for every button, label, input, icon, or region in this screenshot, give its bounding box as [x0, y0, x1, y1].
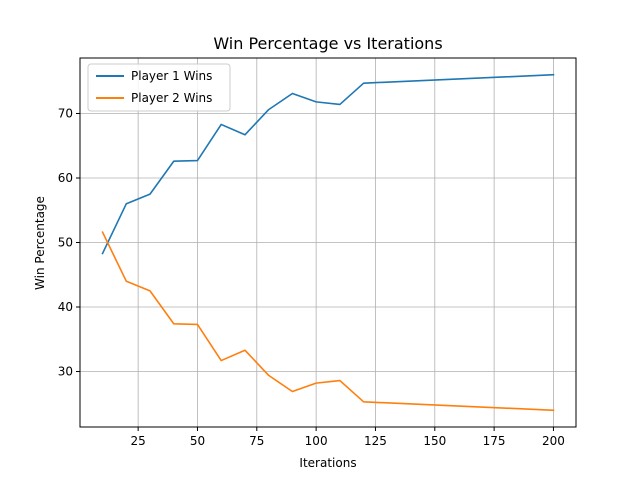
y-tick-label: 40 — [58, 300, 73, 314]
x-tick-label: 25 — [131, 434, 146, 448]
x-tick-label: 125 — [364, 434, 387, 448]
y-tick-label: 30 — [58, 365, 73, 379]
legend-label-player-1: Player 1 Wins — [131, 69, 212, 83]
y-tick-label: 60 — [58, 171, 73, 185]
y-axis-label: Win Percentage — [33, 196, 47, 290]
grid — [80, 58, 576, 427]
x-tick-label: 75 — [249, 434, 264, 448]
series-lines — [101, 73, 555, 412]
legend-label-player-2: Player 2 Wins — [131, 91, 212, 105]
x-tick-label: 200 — [542, 434, 565, 448]
chart-title: Win Percentage vs Iterations — [213, 34, 442, 53]
y-tick-label: 70 — [58, 106, 73, 120]
x-tick-label: 175 — [483, 434, 506, 448]
x-axis-label: Iterations — [299, 456, 356, 470]
legend: Player 1 Wins Player 2 Wins — [87, 63, 231, 112]
series-line-player-2 — [101, 231, 555, 412]
series-line-player-1 — [101, 73, 555, 255]
axis-ticks: 25 50 75 100 125 150 175 200 30 40 50 60 70 — [58, 106, 565, 448]
y-tick-label: 50 — [58, 236, 73, 250]
x-tick-label: 50 — [190, 434, 205, 448]
x-tick-label: 150 — [423, 434, 446, 448]
x-tick-label: 100 — [305, 434, 328, 448]
